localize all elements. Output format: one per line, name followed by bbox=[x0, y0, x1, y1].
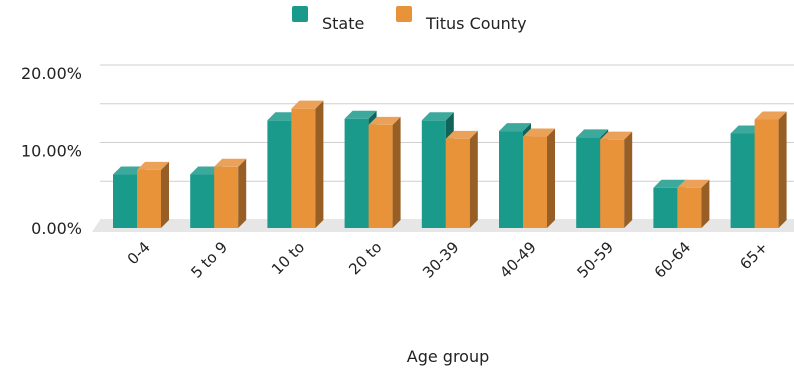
x-axis-tick-labels: 0-4 5 to 9 10 to 20 to 30-39 40-49 50-59 60-64 6… bbox=[124, 238, 772, 282]
bar-top bbox=[523, 128, 555, 137]
y-tick-label: 0.00% bbox=[31, 219, 82, 238]
bar-side bbox=[238, 158, 247, 228]
bar-front bbox=[499, 131, 523, 228]
x-tick-label: 40-49 bbox=[496, 238, 540, 282]
bar-top bbox=[445, 130, 478, 139]
bar-titus-county-7 bbox=[677, 179, 710, 228]
bar-front bbox=[677, 187, 702, 228]
bar-front bbox=[368, 124, 393, 228]
bar-titus-county-0 bbox=[137, 161, 169, 228]
legend-item-state: State bbox=[292, 6, 364, 33]
bar-titus-county-1 bbox=[214, 158, 247, 228]
bar-front bbox=[291, 108, 316, 228]
x-axis-label: Age group bbox=[407, 347, 490, 366]
bar-top bbox=[600, 131, 633, 140]
bar-top bbox=[214, 158, 247, 167]
bar-titus-county-8 bbox=[754, 111, 787, 228]
bar-side bbox=[547, 128, 555, 228]
bar-titus-county-5 bbox=[523, 128, 555, 228]
bar-side bbox=[392, 116, 401, 228]
bar-top bbox=[421, 112, 454, 121]
legend-label: State bbox=[322, 14, 364, 33]
bar-top bbox=[344, 110, 377, 119]
bar-side bbox=[161, 161, 169, 228]
x-tick-label: 30-39 bbox=[419, 238, 463, 282]
bar-top bbox=[653, 179, 686, 188]
bar-titus-county-2 bbox=[291, 100, 324, 228]
bar-front bbox=[523, 136, 547, 228]
x-tick-label: 65+ bbox=[736, 238, 771, 273]
bar-top bbox=[677, 179, 710, 188]
bar-front bbox=[576, 137, 601, 228]
bar-front bbox=[730, 133, 755, 228]
bar-side bbox=[469, 130, 478, 228]
bar-top bbox=[137, 161, 169, 170]
bar-titus-county-4 bbox=[445, 130, 478, 228]
bar-top bbox=[499, 123, 531, 132]
legend-label: Titus County bbox=[425, 14, 527, 33]
bar-side bbox=[701, 179, 710, 228]
bar-front bbox=[445, 138, 470, 228]
x-tick-label: 60-64 bbox=[651, 238, 695, 282]
x-tick-label: 0-4 bbox=[124, 238, 154, 268]
legend-swatch bbox=[292, 6, 308, 22]
x-tick-label: 20 to bbox=[345, 238, 385, 278]
bar-front bbox=[214, 166, 239, 228]
bar-side bbox=[778, 111, 787, 228]
legend: State Titus County bbox=[292, 6, 527, 33]
bar-side bbox=[315, 100, 324, 228]
y-tick-label: 10.00% bbox=[21, 142, 82, 161]
bar-front bbox=[421, 120, 446, 228]
legend-item-titus-county: Titus County bbox=[396, 6, 527, 33]
legend-swatch bbox=[396, 6, 412, 22]
bar-top bbox=[576, 129, 609, 138]
bar-front bbox=[754, 119, 779, 228]
bar-front bbox=[600, 139, 625, 228]
bar-titus-county-3 bbox=[368, 116, 401, 228]
x-tick-label: 5 to 9 bbox=[187, 238, 231, 282]
bar-front bbox=[190, 174, 215, 228]
bar-top bbox=[754, 111, 787, 120]
y-axis-tick-labels: 0.00% 10.00% 20.00% bbox=[21, 64, 82, 238]
bar-titus-county-6 bbox=[600, 131, 633, 228]
bar-top bbox=[368, 116, 401, 125]
x-tick-label: 50-59 bbox=[573, 238, 617, 282]
bar-front bbox=[267, 120, 292, 228]
bar-front bbox=[137, 169, 161, 228]
bar-front bbox=[653, 187, 678, 228]
bar-top bbox=[291, 100, 324, 109]
bar-front bbox=[344, 118, 369, 228]
bar-front bbox=[113, 174, 137, 228]
bars bbox=[113, 100, 787, 228]
x-tick-label: 10 to bbox=[268, 238, 308, 278]
bar-side bbox=[624, 131, 633, 228]
y-tick-label: 20.00% bbox=[21, 64, 82, 83]
